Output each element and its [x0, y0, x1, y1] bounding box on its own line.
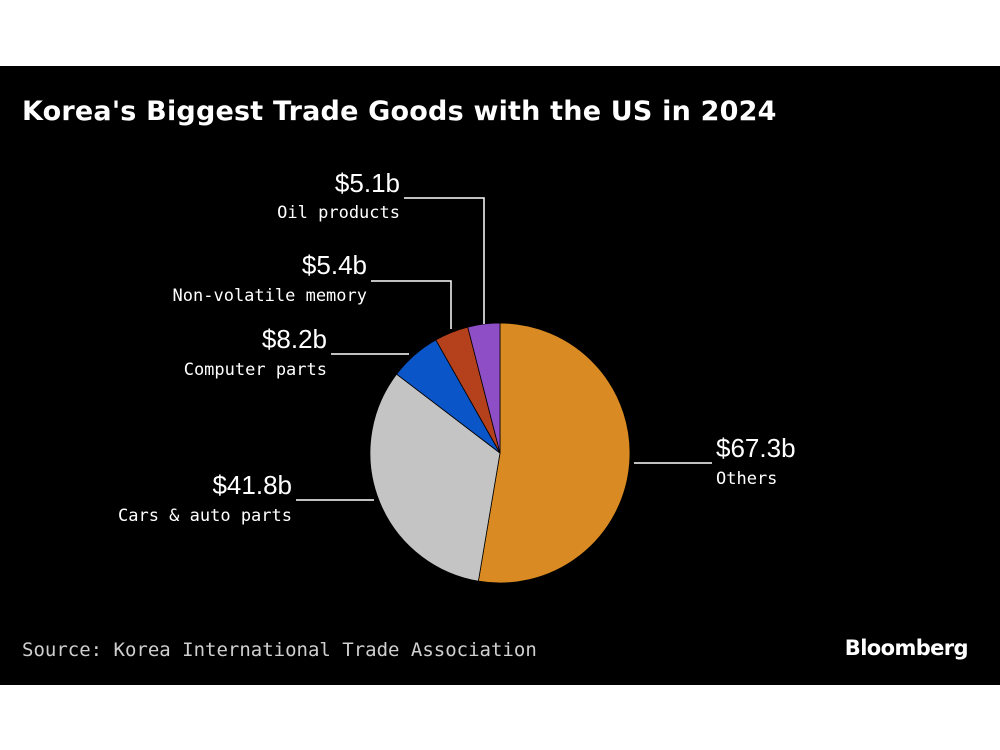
leader-line-non-volatile-memory	[371, 280, 452, 329]
pie-slice-others	[477, 322, 631, 584]
value-label-cars-auto-parts: $41.8b	[212, 470, 292, 500]
leader-line-oil-products	[404, 197, 485, 324]
pie-chart: $67.3b Others $41.8b Cars & auto parts $8.2b…	[118, 168, 796, 584]
category-label-non-volatile-memory: Non-volatile memory	[173, 286, 367, 306]
category-label-computer-parts: Computer parts	[184, 360, 327, 380]
category-label-oil-products: Oil products	[277, 203, 400, 223]
chart-title: Korea's Biggest Trade Goods with the US …	[22, 96, 777, 127]
bloomberg-logo: Bloomberg	[844, 636, 969, 660]
value-label-computer-parts: $8.2b	[262, 324, 327, 354]
category-label-cars-auto-parts: Cars & auto parts	[118, 506, 292, 526]
pie-slice-oil-products	[467, 322, 501, 454]
value-label-non-volatile-memory: $5.4b	[302, 250, 367, 280]
pie-slice-cars-auto-parts	[369, 373, 501, 582]
value-label-oil-products: $5.1b	[335, 168, 400, 198]
chart-panel: Korea's Biggest Trade Goods with the US …	[0, 66, 1000, 685]
source-note: Source: Korea International Trade Associ…	[22, 639, 537, 661]
value-label-others: $67.3b	[716, 433, 796, 463]
category-label-others: Others	[716, 469, 777, 489]
